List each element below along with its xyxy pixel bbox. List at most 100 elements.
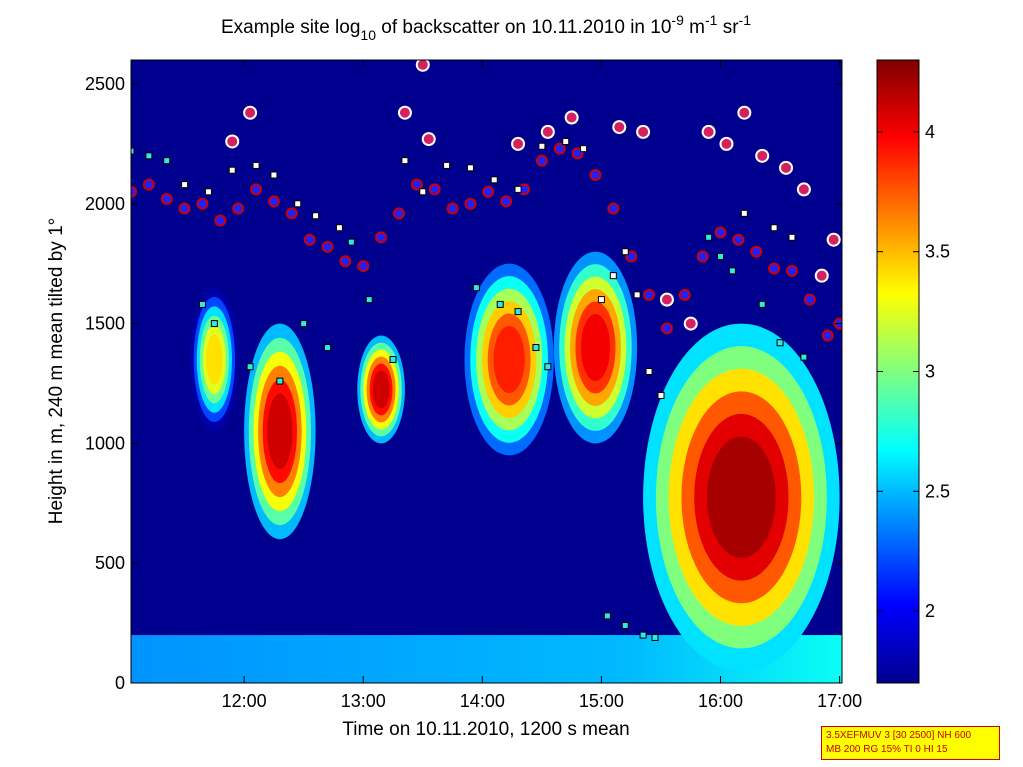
- x-tick-label-3: 15:00: [579, 691, 624, 711]
- marker-3-3: [415, 60, 430, 72]
- x-tick-label-1: 13:00: [341, 691, 386, 711]
- y-axis-label: Height in m, 240 m mean tilted by 1°: [46, 218, 67, 524]
- marker-2-25: [788, 233, 796, 241]
- marker-3-2: [397, 105, 412, 120]
- marker-1-25: [776, 339, 784, 347]
- marker-0-30: [660, 322, 673, 335]
- marker-2-9: [419, 188, 427, 196]
- marker-1-18: [621, 621, 629, 629]
- marker-2-11: [466, 164, 474, 172]
- marker-1-2: [163, 157, 171, 165]
- marker-2-22: [657, 391, 665, 399]
- marker-3-10: [659, 292, 674, 307]
- marker-0-4: [196, 197, 209, 210]
- marker-3-8: [612, 120, 627, 135]
- marker-0-23: [535, 154, 548, 167]
- x-axis: 12:00 13:00 14:00 15:00 16:00 17:00: [222, 60, 862, 711]
- marker-0-16: [410, 178, 423, 191]
- marker-0-18: [446, 202, 459, 215]
- plume-3-level-5: [493, 325, 525, 394]
- colorbar-tick-label-3: 3.5: [925, 242, 950, 262]
- marker-1-1: [145, 152, 153, 160]
- marker-0-19: [464, 197, 477, 210]
- y-tick-label-3: 1500: [85, 314, 125, 334]
- marker-0-13: [357, 260, 370, 273]
- marker-0-20: [482, 185, 495, 198]
- marker-0-26: [589, 169, 602, 182]
- marker-0-5: [214, 214, 227, 227]
- marker-2-1: [204, 188, 212, 196]
- chart-title: Example site log10 of backscatter on 10.…: [221, 12, 751, 43]
- marker-0-31: [678, 288, 691, 301]
- marker-3-16: [779, 160, 794, 175]
- marker-3-0: [225, 134, 240, 149]
- colorbar-ticks: 2 2.5 3 3.5 4: [877, 122, 950, 621]
- marker-0-3: [178, 202, 191, 215]
- marker-0-29: [643, 288, 656, 301]
- marker-1-15: [532, 344, 540, 352]
- marker-0-33: [714, 226, 727, 239]
- marker-1-3: [198, 300, 206, 308]
- marker-2-21: [645, 368, 653, 375]
- marker-0-24: [553, 142, 566, 155]
- marker-1-10: [365, 296, 373, 304]
- marker-1-23: [728, 267, 736, 275]
- marker-1-7: [300, 320, 308, 328]
- marker-2-19: [621, 248, 629, 256]
- marker-1-14: [514, 308, 522, 316]
- marker-2-2: [228, 166, 236, 174]
- marker-2-18: [609, 272, 617, 280]
- marker-3-18: [814, 268, 829, 283]
- marker-0-14: [375, 231, 388, 244]
- x-tick-label-5: 17:00: [817, 691, 862, 711]
- marker-0-7: [250, 183, 263, 196]
- info-line-2: MB 200 RG 15% TI 0 HI 15: [826, 744, 948, 755]
- marker-0-9: [285, 207, 298, 220]
- marker-1-11: [389, 356, 397, 364]
- marker-1-8: [324, 344, 332, 352]
- marker-2-10: [443, 161, 451, 169]
- marker-3-5: [511, 136, 526, 151]
- marker-3-9: [636, 124, 651, 139]
- marker-0-39: [821, 329, 834, 342]
- plume-0-level-5: [206, 334, 223, 385]
- y-tick-label-0: 0: [115, 673, 125, 693]
- marker-2-5: [294, 200, 302, 208]
- marker-0-6: [232, 202, 245, 215]
- plume-2-level-5: [372, 370, 390, 409]
- y-tick-label-5: 2500: [85, 74, 125, 94]
- plot-frame: [130, 59, 843, 684]
- colorbar-tick-label-1: 2.5: [925, 481, 950, 501]
- marker-0-12: [339, 255, 352, 268]
- marker-1-21: [705, 233, 713, 241]
- marker-1-12: [472, 284, 480, 292]
- marker-0-37: [785, 264, 798, 277]
- marker-3-12: [701, 124, 716, 139]
- marker-2-24: [770, 224, 778, 232]
- marker-2-6: [312, 212, 320, 220]
- marker-2-7: [335, 224, 343, 232]
- marker-0-27: [607, 202, 620, 215]
- colorbar: [876, 59, 920, 684]
- series-2: [181, 137, 796, 399]
- colorbar-tick-label-4: 4: [925, 122, 935, 142]
- marker-0-0: [131, 185, 137, 198]
- marker-1-9: [347, 238, 355, 246]
- marker-2-14: [538, 142, 546, 150]
- plume-5-level-5: [706, 436, 776, 559]
- marker-3-4: [421, 132, 436, 147]
- marker-3-17: [796, 182, 811, 197]
- marker-1-26: [800, 353, 808, 361]
- colorbar-tick-label-2: 3: [925, 362, 935, 382]
- marker-0-11: [321, 240, 334, 253]
- y-axis: 0 500 1000 1500 2000 2500: [85, 74, 842, 693]
- x-axis-label: Time on 10.11.2010, 1200 s mean: [342, 719, 629, 740]
- marker-0-36: [768, 262, 781, 275]
- marker-2-13: [514, 185, 522, 193]
- series-3: [225, 60, 841, 331]
- marker-0-2: [160, 192, 173, 205]
- marker-2-20: [633, 291, 641, 299]
- marker-3-1: [243, 105, 258, 120]
- marker-1-19: [639, 631, 647, 639]
